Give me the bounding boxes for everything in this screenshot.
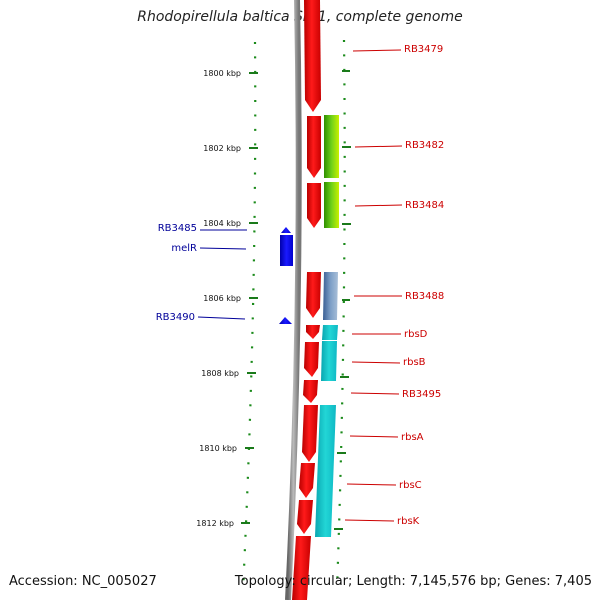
gene-rbsk[interactable] [297, 500, 313, 534]
kbp-label: 1800 kbp [203, 69, 241, 78]
gene-forward-segment[interactable] [292, 536, 311, 600]
feature-cyan [322, 325, 338, 340]
gene-rb3488[interactable] [306, 272, 321, 318]
feature-green [324, 182, 339, 228]
gene-label-rb3485[interactable]: RB3485 [158, 223, 197, 234]
label-leader [354, 204, 403, 207]
gene-rbsb[interactable] [304, 342, 319, 377]
kbp-label: 1808 kbp [201, 369, 239, 378]
feature-steel [323, 272, 338, 320]
label-leader [346, 483, 397, 486]
gene-melr[interactable] [280, 235, 293, 266]
gene-rb3479[interactable] [304, 0, 321, 112]
gene-rb3482[interactable] [307, 116, 321, 178]
label-leader [354, 145, 403, 148]
gene-label-rbsb[interactable]: rbsB [403, 357, 426, 368]
gene-label-rb3488[interactable]: RB3488 [405, 291, 444, 302]
gene-label-rb3495[interactable]: RB3495 [402, 389, 441, 400]
feature-green [324, 115, 339, 178]
kbp-label: 1812 kbp [196, 519, 234, 528]
gene-label-rbsd[interactable]: rbsD [404, 329, 428, 340]
gene-label-rbsc[interactable]: rbsC [399, 480, 422, 491]
gene-rbsd[interactable] [306, 325, 320, 339]
gene-label-rb3482[interactable]: RB3482 [405, 140, 444, 151]
gene-rb3484[interactable] [307, 183, 321, 228]
label-leader [344, 519, 395, 522]
kbp-label: 1804 kbp [203, 219, 241, 228]
kbp-label: 1802 kbp [203, 144, 241, 153]
accession-text: Accession: NC_005027 [9, 574, 157, 589]
tick-ring-right [335, 39, 346, 591]
topology-text: Topology: circular; Length: 7,145,576 bp… [234, 574, 592, 589]
gene-label-rbsa[interactable]: rbsA [401, 432, 424, 443]
gene-label-rb3490[interactable]: RB3490 [156, 312, 195, 323]
gene-rb3490[interactable] [279, 317, 292, 324]
label-leader [351, 361, 401, 364]
feature-cyan [315, 405, 336, 537]
feature-cyan [321, 341, 337, 381]
kbp-label: 1806 kbp [203, 294, 241, 303]
gene-rbsc[interactable] [299, 463, 315, 498]
gene-label-rb3484[interactable]: RB3484 [405, 200, 444, 211]
gene-rb3485[interactable] [281, 227, 291, 233]
label-leader [199, 247, 247, 250]
gene-rbsa[interactable] [302, 405, 318, 462]
genome-backbone [285, 0, 302, 600]
gene-label-melr[interactable]: melR [171, 243, 197, 254]
label-leader [349, 435, 399, 438]
gene-label-rb3479[interactable]: RB3479 [404, 44, 443, 55]
gene-label-rbsk[interactable]: rbsK [397, 516, 420, 527]
label-leader [197, 316, 246, 320]
gene-rb3495[interactable] [303, 380, 318, 403]
tick-ring-left [241, 41, 257, 591]
kbp-label: 1810 kbp [199, 444, 237, 453]
label-leader [352, 49, 402, 52]
label-leader [350, 392, 400, 395]
